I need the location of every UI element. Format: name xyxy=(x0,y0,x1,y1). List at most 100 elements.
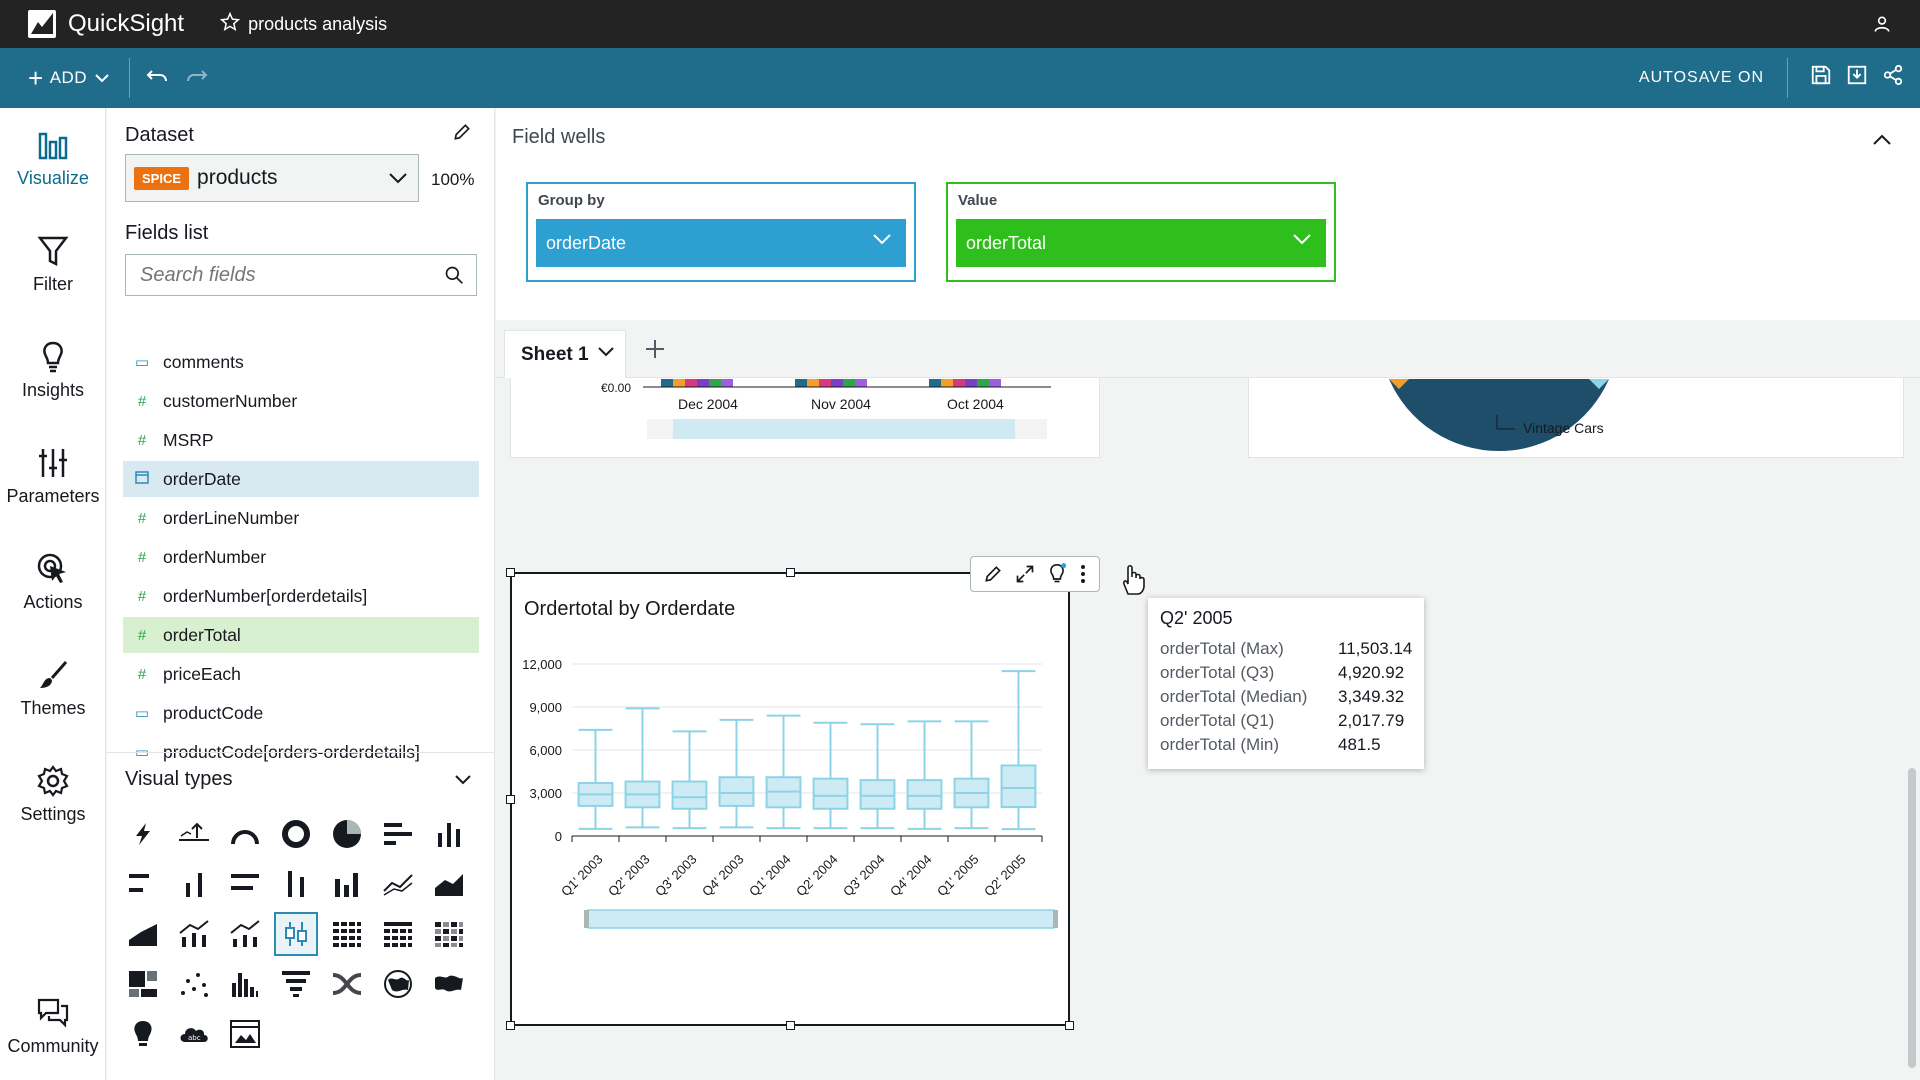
search-input[interactable] xyxy=(140,263,420,287)
nav-community[interactable]: Community xyxy=(0,996,106,1057)
nav-parameters[interactable]: Parameters xyxy=(0,446,106,507)
chevron-down-icon[interactable] xyxy=(597,345,615,359)
custom-visual-content-icon[interactable] xyxy=(223,1012,267,1056)
points-on-map-icon[interactable] xyxy=(427,962,471,1006)
scatter-plot-icon[interactable] xyxy=(172,962,216,1006)
tab-sheet-1[interactable]: Sheet 1 xyxy=(504,330,626,378)
pencil-icon[interactable] xyxy=(452,122,472,147)
add-button[interactable]: + ADD xyxy=(28,63,109,94)
cursor-click-icon xyxy=(37,553,66,583)
combo-chart-icon[interactable] xyxy=(325,862,369,906)
kpi-icon[interactable] xyxy=(172,812,216,856)
chevron-down-icon[interactable] xyxy=(454,774,472,786)
sheet-canvas: €0.00 Dec 2004 Nov 2004 Oct 2004 Vintage… xyxy=(496,378,1920,1080)
field-item[interactable]: # priceEach xyxy=(123,656,479,692)
vertical-scrollbar[interactable] xyxy=(1908,768,1916,1068)
field-name: orderDate xyxy=(163,468,241,489)
nav-filter[interactable]: Filter xyxy=(0,234,106,295)
field-item-selected[interactable]: orderDate xyxy=(123,461,479,497)
field-item[interactable]: # orderNumber[orderdetails] xyxy=(123,578,479,614)
nav-settings[interactable]: Settings xyxy=(0,764,106,825)
resize-handle[interactable] xyxy=(786,568,795,577)
sheet-bar: Sheet 1 xyxy=(496,320,1920,378)
nav-insights[interactable]: Insights xyxy=(0,340,106,401)
x-tick-label: Q4' 2004 xyxy=(887,852,935,900)
chevron-down-icon xyxy=(873,234,891,245)
autosave-status[interactable]: AUTOSAVE ON xyxy=(1638,69,1764,86)
field-item[interactable]: # orderNumber xyxy=(123,539,479,575)
combo-line-icon[interactable] xyxy=(172,912,216,956)
heat-map-icon[interactable] xyxy=(427,912,471,956)
box-plot-icon[interactable] xyxy=(274,912,318,956)
stacked-column-icon[interactable] xyxy=(274,862,318,906)
field-item[interactable]: # MSRP xyxy=(123,422,479,458)
clustered-column-icon[interactable] xyxy=(172,862,216,906)
nav-label: Actions xyxy=(23,592,83,612)
export-icon[interactable] xyxy=(1846,64,1868,91)
x-tick-label: Q1' 2005 xyxy=(934,852,982,900)
visual-card-pie[interactable]: Vintage Cars xyxy=(1248,378,1904,458)
search-icon[interactable] xyxy=(444,265,464,285)
word-cloud-icon[interactable]: abc xyxy=(172,1012,216,1056)
field-item[interactable]: # customerNumber xyxy=(123,383,479,419)
plus-icon: + xyxy=(28,62,44,93)
visual-card-bar[interactable]: €0.00 Dec 2004 Nov 2004 Oct 2004 xyxy=(510,378,1100,458)
dataset-select[interactable]: SPICE products xyxy=(125,154,419,202)
chevron-up-icon[interactable] xyxy=(1872,132,1892,146)
pencil-icon[interactable] xyxy=(983,564,1003,584)
resize-handle[interactable] xyxy=(506,1021,515,1030)
stacked-area-icon[interactable] xyxy=(121,912,165,956)
horizontal-bar-icon[interactable] xyxy=(376,812,420,856)
visual-card-boxplot[interactable]: Ordertotal by Orderdate 12,000 9,000 6,000… xyxy=(506,556,1100,1030)
field-item[interactable]: ▭ comments xyxy=(123,344,479,380)
user-icon[interactable] xyxy=(1872,14,1892,39)
brand[interactable]: QuickSight xyxy=(28,10,184,38)
resize-handle[interactable] xyxy=(786,1021,795,1030)
field-item[interactable]: ▭ productCode[orders-orderdetails] xyxy=(123,734,479,770)
more-options-icon[interactable] xyxy=(1079,564,1087,584)
resize-handle[interactable] xyxy=(1065,1021,1074,1030)
clustered-bar-icon[interactable] xyxy=(121,862,165,906)
autograph-icon[interactable] xyxy=(121,812,165,856)
share-icon[interactable] xyxy=(1882,64,1904,91)
stacked-bar-icon[interactable] xyxy=(223,862,267,906)
field-item-selected[interactable]: # orderTotal xyxy=(123,617,479,653)
analysis-title[interactable]: products analysis xyxy=(219,11,387,37)
redo-icon[interactable] xyxy=(186,65,208,91)
insight-icon[interactable] xyxy=(121,1012,165,1056)
resize-handle[interactable] xyxy=(506,795,515,804)
star-icon[interactable] xyxy=(219,11,241,37)
resize-handle[interactable] xyxy=(506,568,515,577)
undo-icon[interactable] xyxy=(146,65,168,91)
box xyxy=(812,777,849,810)
scroll-thumb[interactable] xyxy=(673,419,1015,439)
tree-map-icon[interactable] xyxy=(121,962,165,1006)
add-sheet-icon[interactable] xyxy=(644,338,666,360)
sankey-diagram-icon[interactable] xyxy=(325,962,369,1006)
gauge-icon[interactable] xyxy=(223,812,267,856)
lightbulb-icon[interactable] xyxy=(1047,563,1067,585)
group-by-field-pill[interactable]: orderDate xyxy=(536,219,906,267)
nav-themes[interactable]: Themes xyxy=(0,658,106,719)
combo-area-icon[interactable] xyxy=(223,912,267,956)
donut-chart-icon[interactable] xyxy=(274,812,318,856)
line-chart-icon[interactable] xyxy=(376,862,420,906)
table-icon[interactable] xyxy=(325,912,369,956)
area-chart-icon[interactable] xyxy=(427,862,471,906)
filled-map-icon[interactable] xyxy=(376,962,420,1006)
nav-actions[interactable]: Actions xyxy=(0,552,106,613)
funnel-chart-icon[interactable] xyxy=(274,962,318,1006)
expand-icon[interactable] xyxy=(1015,564,1035,584)
nav-visualize[interactable]: Visualize xyxy=(0,128,106,189)
histogram-icon[interactable] xyxy=(223,962,267,1006)
vertical-bar-icon[interactable] xyxy=(427,812,471,856)
field-item[interactable]: ▭ productCode xyxy=(123,695,479,731)
sliders-icon xyxy=(39,449,67,477)
save-icon[interactable] xyxy=(1810,64,1832,91)
nav-label: Community xyxy=(7,1036,99,1056)
pie-chart-icon[interactable] xyxy=(325,812,369,856)
field-item[interactable]: # orderLineNumber xyxy=(123,500,479,536)
pivot-table-icon[interactable] xyxy=(376,912,420,956)
calendar-icon xyxy=(129,470,155,488)
value-field-pill[interactable]: orderTotal xyxy=(956,219,1326,267)
